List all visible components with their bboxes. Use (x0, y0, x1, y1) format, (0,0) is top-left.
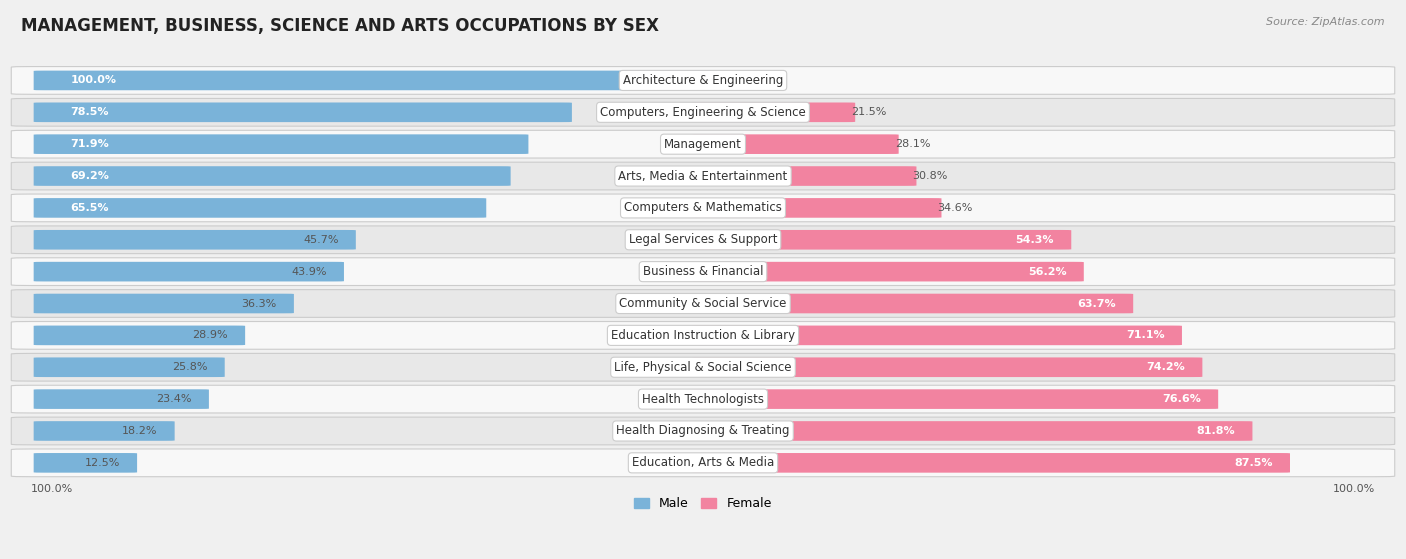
FancyBboxPatch shape (34, 102, 572, 122)
FancyBboxPatch shape (693, 230, 1071, 249)
FancyBboxPatch shape (11, 226, 1395, 254)
Legend: Male, Female: Male, Female (630, 492, 776, 515)
FancyBboxPatch shape (34, 198, 486, 217)
Text: 36.3%: 36.3% (242, 299, 277, 309)
Text: 56.2%: 56.2% (1028, 267, 1067, 277)
FancyBboxPatch shape (34, 421, 174, 441)
Text: Source: ZipAtlas.com: Source: ZipAtlas.com (1267, 17, 1385, 27)
Text: 69.2%: 69.2% (70, 171, 110, 181)
Text: Computers & Mathematics: Computers & Mathematics (624, 201, 782, 215)
Text: Architecture & Engineering: Architecture & Engineering (623, 74, 783, 87)
Text: 25.8%: 25.8% (172, 362, 208, 372)
Text: 100.0%: 100.0% (70, 75, 117, 86)
FancyBboxPatch shape (34, 262, 344, 281)
FancyBboxPatch shape (11, 130, 1395, 158)
FancyBboxPatch shape (693, 421, 1253, 441)
Text: 81.8%: 81.8% (1197, 426, 1236, 436)
Text: Life, Physical & Social Science: Life, Physical & Social Science (614, 361, 792, 374)
Text: 65.5%: 65.5% (70, 203, 110, 213)
FancyBboxPatch shape (693, 357, 1202, 377)
FancyBboxPatch shape (34, 293, 294, 314)
Text: 23.4%: 23.4% (156, 394, 191, 404)
Text: 71.1%: 71.1% (1126, 330, 1164, 340)
Text: 63.7%: 63.7% (1077, 299, 1116, 309)
FancyBboxPatch shape (11, 417, 1395, 445)
FancyBboxPatch shape (693, 389, 1218, 409)
FancyBboxPatch shape (11, 385, 1395, 413)
Text: 100.0%: 100.0% (31, 484, 73, 494)
Text: Legal Services & Support: Legal Services & Support (628, 233, 778, 247)
FancyBboxPatch shape (34, 230, 356, 249)
Text: 21.5%: 21.5% (851, 107, 887, 117)
FancyBboxPatch shape (11, 67, 1395, 94)
FancyBboxPatch shape (34, 389, 209, 409)
Text: 28.1%: 28.1% (894, 139, 931, 149)
FancyBboxPatch shape (693, 293, 1133, 314)
Text: 43.9%: 43.9% (291, 267, 326, 277)
Text: Education, Arts & Media: Education, Arts & Media (631, 456, 775, 470)
Text: 45.7%: 45.7% (304, 235, 339, 245)
Text: 12.5%: 12.5% (84, 458, 120, 468)
Text: Management: Management (664, 138, 742, 151)
FancyBboxPatch shape (693, 453, 1289, 473)
Text: 0.0%: 0.0% (710, 75, 738, 86)
FancyBboxPatch shape (693, 166, 917, 186)
FancyBboxPatch shape (34, 166, 510, 186)
FancyBboxPatch shape (11, 353, 1395, 381)
Text: Health Technologists: Health Technologists (643, 392, 763, 406)
Text: Education Instruction & Library: Education Instruction & Library (612, 329, 794, 342)
Text: 100.0%: 100.0% (1333, 484, 1375, 494)
Text: MANAGEMENT, BUSINESS, SCIENCE AND ARTS OCCUPATIONS BY SEX: MANAGEMENT, BUSINESS, SCIENCE AND ARTS O… (21, 17, 659, 35)
FancyBboxPatch shape (11, 98, 1395, 126)
Text: 74.2%: 74.2% (1146, 362, 1185, 372)
FancyBboxPatch shape (11, 194, 1395, 222)
Text: 71.9%: 71.9% (70, 139, 110, 149)
Text: 54.3%: 54.3% (1015, 235, 1054, 245)
FancyBboxPatch shape (11, 290, 1395, 318)
Text: 78.5%: 78.5% (70, 107, 110, 117)
FancyBboxPatch shape (34, 134, 529, 154)
Text: Arts, Media & Entertainment: Arts, Media & Entertainment (619, 169, 787, 183)
Text: Health Diagnosing & Treating: Health Diagnosing & Treating (616, 424, 790, 438)
Text: Business & Financial: Business & Financial (643, 265, 763, 278)
FancyBboxPatch shape (34, 70, 713, 90)
Text: 28.9%: 28.9% (193, 330, 228, 340)
Text: Community & Social Service: Community & Social Service (619, 297, 787, 310)
FancyBboxPatch shape (34, 357, 225, 377)
FancyBboxPatch shape (11, 449, 1395, 477)
FancyBboxPatch shape (693, 198, 942, 217)
Text: 87.5%: 87.5% (1234, 458, 1272, 468)
Text: 18.2%: 18.2% (122, 426, 157, 436)
FancyBboxPatch shape (11, 258, 1395, 286)
Text: 76.6%: 76.6% (1163, 394, 1201, 404)
FancyBboxPatch shape (693, 134, 898, 154)
FancyBboxPatch shape (34, 325, 245, 345)
FancyBboxPatch shape (11, 321, 1395, 349)
FancyBboxPatch shape (693, 262, 1084, 281)
Text: Computers, Engineering & Science: Computers, Engineering & Science (600, 106, 806, 119)
FancyBboxPatch shape (34, 453, 138, 473)
FancyBboxPatch shape (693, 325, 1182, 345)
FancyBboxPatch shape (11, 162, 1395, 190)
Text: 34.6%: 34.6% (938, 203, 973, 213)
Text: 30.8%: 30.8% (912, 171, 948, 181)
FancyBboxPatch shape (693, 102, 855, 122)
